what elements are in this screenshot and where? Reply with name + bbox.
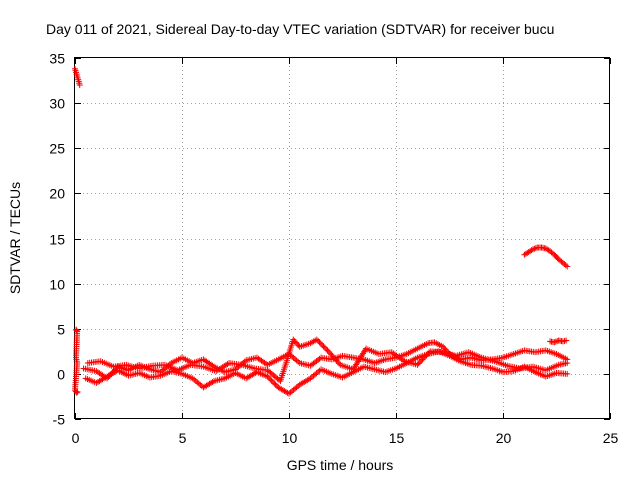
data-point — [325, 348, 332, 355]
data-point — [551, 339, 558, 346]
y-tick-label: 15 — [49, 232, 65, 248]
data-point — [420, 355, 427, 362]
plot-frame — [74, 57, 610, 419]
data-point — [267, 376, 274, 383]
data-point — [271, 380, 278, 387]
y-tick-label: 5 — [57, 322, 65, 338]
data-point — [316, 339, 323, 346]
data-point — [265, 374, 272, 381]
data-point — [531, 245, 538, 252]
data-point — [76, 82, 83, 89]
data-point — [423, 352, 430, 359]
y-tick-label: -5 — [53, 412, 66, 428]
data-point — [414, 361, 421, 368]
data-point — [327, 350, 334, 357]
data-point — [562, 262, 569, 269]
data-point — [313, 336, 320, 343]
y-axis-label: SDTVAR / TECUs — [7, 182, 23, 294]
y-tick-labels: -5 0 5 10 15 20 25 30 35 — [49, 51, 65, 428]
data-point — [324, 347, 331, 354]
data-point — [73, 389, 80, 396]
data-point — [440, 343, 447, 350]
y-tick-label: 10 — [49, 277, 65, 293]
data-point — [419, 356, 426, 363]
chart-title: Day 011 of 2021, Sidereal Day-to-day VTE… — [46, 21, 554, 37]
data-point — [320, 343, 327, 350]
data-point — [290, 336, 297, 343]
y-tick-label: 25 — [49, 141, 65, 157]
data-point — [319, 341, 326, 348]
data-point — [564, 360, 571, 367]
data-point — [336, 360, 343, 367]
y-tick-label: 20 — [49, 186, 65, 202]
data-point — [291, 338, 298, 345]
data-point — [294, 340, 301, 347]
data-point — [529, 246, 536, 253]
data-point — [315, 337, 322, 344]
x-tick-label: 10 — [282, 430, 298, 446]
y-tick-label: 30 — [49, 96, 65, 112]
data-point — [416, 359, 423, 366]
data-point — [329, 353, 336, 360]
data-point — [422, 353, 429, 360]
data-point — [328, 351, 335, 358]
data-point — [333, 357, 340, 364]
data-point — [564, 370, 571, 377]
data-point — [334, 358, 341, 365]
data-point — [269, 378, 276, 385]
data-point — [268, 377, 275, 384]
data-point — [564, 263, 571, 270]
data-point — [425, 349, 432, 356]
data-point — [323, 346, 330, 353]
data-point — [563, 337, 570, 344]
data-point — [272, 381, 279, 388]
y-tick-label: 0 — [57, 367, 65, 383]
x-tick-labels: 0 5 10 15 20 25 — [72, 430, 619, 446]
data-point — [321, 344, 328, 351]
data-point — [74, 388, 81, 395]
y-tick-label: 35 — [49, 51, 65, 67]
data-point — [330, 354, 337, 361]
x-axis-label: GPS time / hours — [287, 457, 394, 473]
data-point — [415, 360, 422, 367]
axis-ticks — [75, 58, 611, 420]
data-point — [441, 345, 448, 352]
data-point — [292, 339, 299, 346]
data-point — [332, 356, 339, 363]
data-points — [72, 65, 571, 397]
data-point — [264, 373, 271, 380]
x-tick-label: 20 — [496, 430, 512, 446]
x-tick-label: 25 — [603, 430, 619, 446]
data-point — [532, 245, 539, 252]
data-point — [424, 351, 431, 358]
x-tick-label: 15 — [389, 430, 405, 446]
data-point — [552, 338, 559, 345]
x-tick-label: 0 — [72, 430, 80, 446]
data-point — [418, 357, 425, 364]
data-point — [317, 340, 324, 347]
x-tick-label: 5 — [179, 430, 187, 446]
